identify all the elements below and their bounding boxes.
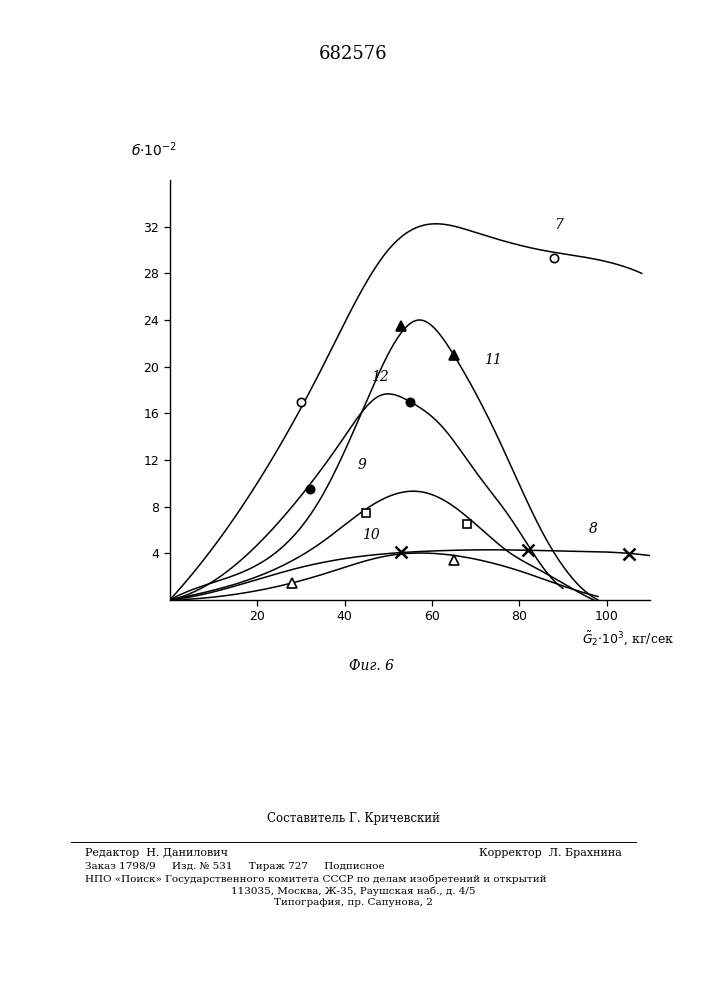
Text: 113035, Москва, Ж-35, Раушская наб., д. 4/5: 113035, Москва, Ж-35, Раушская наб., д. … bbox=[231, 886, 476, 896]
Text: 12: 12 bbox=[370, 370, 388, 384]
Text: 8: 8 bbox=[589, 522, 598, 536]
Text: Фиг. 6: Фиг. 6 bbox=[349, 659, 394, 673]
Text: Редактор  Н. Данилович: Редактор Н. Данилович bbox=[85, 848, 228, 858]
Text: $\tilde{G}_2{\cdot}10^3$, кг/сек: $\tilde{G}_2{\cdot}10^3$, кг/сек bbox=[582, 629, 674, 647]
Text: 7: 7 bbox=[554, 218, 563, 232]
Text: Типография, пр. Сапунова, 2: Типография, пр. Сапунова, 2 bbox=[274, 898, 433, 907]
Text: 10: 10 bbox=[362, 528, 380, 542]
Text: 11: 11 bbox=[484, 353, 502, 367]
Text: Составитель Г. Кричевский: Составитель Г. Кричевский bbox=[267, 812, 440, 825]
Text: $б{\cdot}10^{-2}$: $б{\cdot}10^{-2}$ bbox=[132, 140, 177, 159]
Text: 9: 9 bbox=[358, 458, 366, 472]
Text: Заказ 1798/9     Изд. № 531     Тираж 727     Подписное: Заказ 1798/9 Изд. № 531 Тираж 727 Подпис… bbox=[85, 862, 385, 871]
Text: 682576: 682576 bbox=[319, 45, 388, 63]
Text: НПО «Поиск» Государственного комитета СССР по делам изобретений и открытий: НПО «Поиск» Государственного комитета СС… bbox=[85, 874, 547, 884]
Text: Корректор  Л. Брахнина: Корректор Л. Брахнина bbox=[479, 848, 622, 858]
